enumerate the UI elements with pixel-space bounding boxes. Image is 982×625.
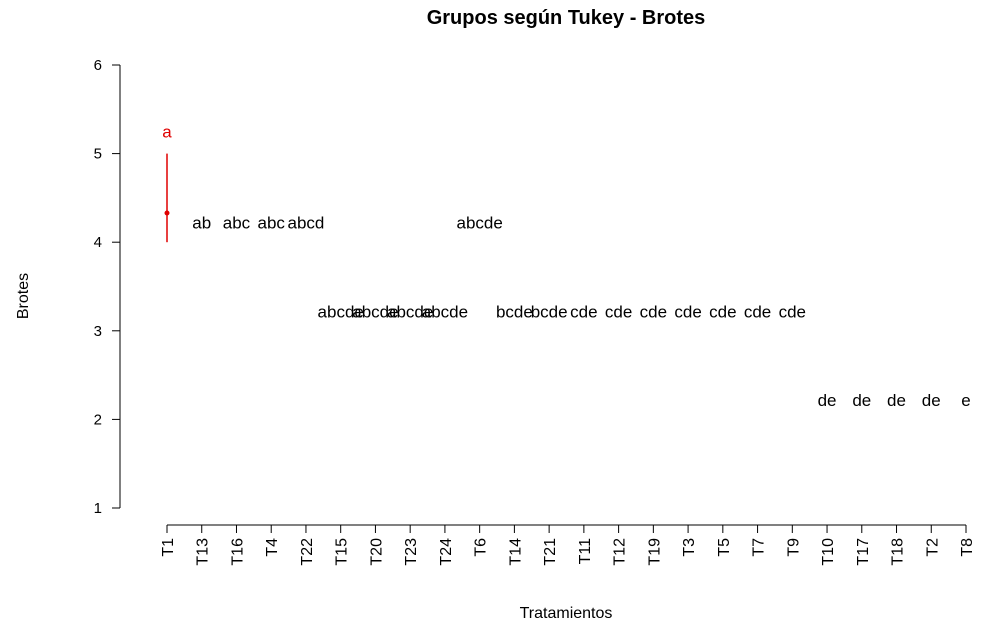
group-label: ab: [192, 214, 211, 233]
group-label: cde: [779, 302, 806, 321]
group-label: de: [922, 391, 941, 410]
group-label: abcde: [352, 302, 398, 321]
x-tick-label: T2: [924, 538, 941, 557]
y-tick-label: 4: [94, 234, 102, 251]
group-label: cde: [640, 302, 667, 321]
x-tick-label: T24: [438, 538, 455, 566]
group-label: abc: [258, 214, 286, 233]
x-tick-label: T5: [716, 538, 733, 557]
group-label: abcd: [288, 214, 325, 233]
group-label: cde: [674, 302, 701, 321]
x-tick-label: T10: [820, 538, 837, 566]
x-tick-label: T11: [577, 538, 594, 564]
mean-point: [164, 210, 170, 216]
group-label: de: [818, 391, 837, 410]
x-tick-label: T6: [473, 538, 490, 557]
x-tick-label: T7: [751, 538, 768, 557]
y-tick-label: 6: [94, 57, 102, 74]
x-tick-label: T1: [160, 538, 177, 557]
x-tick-label: T13: [195, 538, 212, 566]
x-axis-label: Tratamientos: [520, 605, 613, 622]
x-tick-label: T19: [646, 538, 663, 566]
x-tick-label: T8: [959, 538, 976, 557]
x-tick-label: T14: [507, 538, 524, 566]
x-tick-label: T18: [890, 538, 907, 566]
group-label: e: [961, 391, 970, 410]
y-tick-label: 2: [94, 411, 102, 428]
group-label: abcde: [422, 302, 468, 321]
x-tick-label: T16: [229, 538, 246, 566]
x-tick-label: T12: [612, 538, 629, 566]
x-tick-label: T3: [681, 538, 698, 557]
chart-title: Grupos según Tukey - Brotes: [427, 7, 706, 29]
y-axis-label: Brotes: [15, 273, 32, 319]
group-label: de: [852, 391, 871, 410]
y-tick-label: 1: [94, 500, 102, 517]
x-tick-label: T4: [264, 538, 281, 557]
group-label: bcde: [496, 302, 533, 321]
x-tick-label: T22: [299, 538, 316, 566]
group-label: bcde: [531, 302, 568, 321]
group-label: abcde: [456, 214, 502, 233]
x-tick-label: T17: [855, 538, 872, 566]
group-label: cde: [709, 302, 736, 321]
group-label: abc: [223, 214, 251, 233]
group-label: a: [162, 122, 172, 141]
group-label: cde: [605, 302, 632, 321]
group-label: abcde: [318, 302, 364, 321]
group-label: cde: [570, 302, 597, 321]
x-tick-label: T21: [542, 538, 559, 566]
x-tick-label: T23: [403, 538, 420, 566]
x-tick-label: T15: [334, 538, 351, 566]
y-tick-label: 5: [94, 146, 102, 163]
group-label: cde: [744, 302, 771, 321]
group-label: abcde: [387, 302, 433, 321]
group-label: de: [887, 391, 906, 410]
y-tick-label: 3: [94, 323, 102, 340]
x-tick-label: T20: [368, 538, 385, 566]
x-tick-label: T9: [785, 538, 802, 557]
